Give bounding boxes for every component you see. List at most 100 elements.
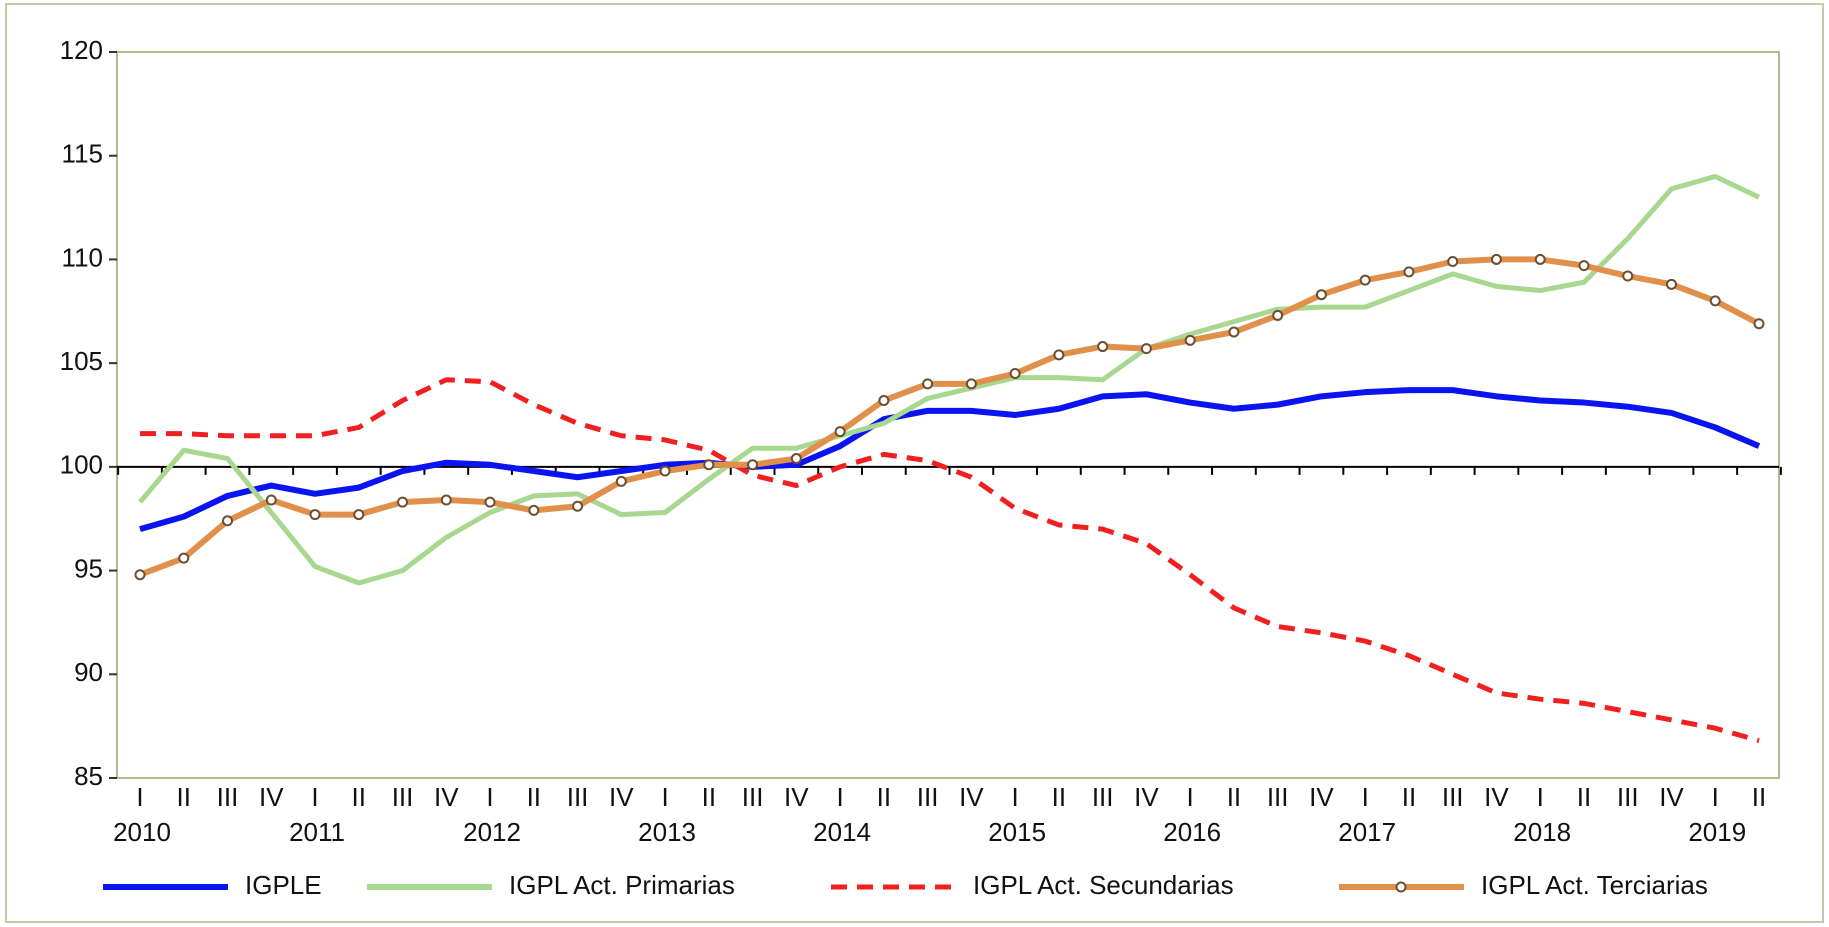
x-tick-label: II (527, 782, 541, 812)
series-marker (222, 515, 234, 527)
series-marker (1447, 256, 1459, 268)
series-marker (922, 378, 934, 390)
x-tick-label: II (1227, 782, 1241, 812)
year-label: 2013 (638, 817, 696, 847)
x-tick-label: III (1617, 782, 1639, 812)
x-tick-label: III (392, 782, 414, 812)
x-tick-label: I (1012, 782, 1019, 812)
series-marker (1534, 253, 1546, 265)
y-tick-label: 100 (60, 450, 103, 480)
series-marker (440, 494, 452, 506)
x-tick-label: I (1712, 782, 1719, 812)
series-marker (1578, 260, 1590, 272)
series-marker (878, 394, 890, 406)
x-tick-label: IV (434, 782, 459, 812)
series-line (139, 387, 1761, 532)
x-tick-label: III (917, 782, 939, 812)
x-tick-label: II (702, 782, 716, 812)
series-marker (265, 494, 277, 506)
x-tick-label: I (1362, 782, 1369, 812)
x-tick-label: II (1577, 782, 1591, 812)
legend-marker (1395, 881, 1407, 893)
y-tick-label: 105 (60, 346, 103, 376)
series-marker (484, 496, 496, 508)
year-label: 2016 (1163, 817, 1221, 847)
x-tick-label: IV (259, 782, 284, 812)
series-marker (1184, 334, 1196, 346)
series-marker (528, 504, 540, 516)
x-tick-label: IV (784, 782, 809, 812)
x-tick-label: IV (1134, 782, 1159, 812)
y-tick-label: 120 (60, 35, 103, 65)
x-tick-label: II (877, 782, 891, 812)
year-label: 2017 (1338, 817, 1396, 847)
y-tick-label: 95 (74, 553, 103, 583)
year-label: 2012 (463, 817, 521, 847)
series-marker (1009, 368, 1021, 380)
x-tick-label: IV (609, 782, 634, 812)
series-marker (134, 569, 146, 581)
series-marker (1228, 326, 1240, 338)
x-tick-label: IV (1309, 782, 1334, 812)
x-tick-label: III (217, 782, 239, 812)
frame (5, 3, 1824, 923)
series-marker (353, 509, 365, 521)
year-label: 2014 (813, 817, 871, 847)
x-tick-label: I (1537, 782, 1544, 812)
legend-label: IGPL Act. Terciarias (1481, 870, 1708, 900)
x-tick-label: II (177, 782, 191, 812)
series-marker (1272, 309, 1284, 321)
x-tick-label: III (1442, 782, 1464, 812)
series-marker (834, 426, 846, 438)
x-tick-label: III (742, 782, 764, 812)
series-marker (703, 459, 715, 471)
series-marker (1622, 270, 1634, 282)
x-tick-label: III (567, 782, 589, 812)
y-tick-label: 110 (62, 242, 103, 272)
x-tick-label: I (136, 782, 143, 812)
series-marker (1359, 274, 1371, 286)
x-tick-label: II (1752, 782, 1766, 812)
series-marker (309, 509, 321, 521)
x-tick-label: IV (1484, 782, 1509, 812)
y-tick-label: 90 (74, 657, 103, 687)
year-label: 2018 (1513, 817, 1571, 847)
y-tick-label: 85 (74, 761, 103, 791)
series-marker (1315, 289, 1327, 301)
series-marker (1709, 295, 1721, 307)
series-line (140, 377, 1760, 744)
series-marker (965, 378, 977, 390)
year-label: 2010 (113, 817, 171, 847)
series-marker (1097, 341, 1109, 353)
legend-label: IGPL Act. Primarias (509, 870, 735, 900)
series-marker (1403, 266, 1415, 278)
x-tick-label: II (1402, 782, 1416, 812)
x-tick-label: I (661, 782, 668, 812)
x-tick-label: III (1267, 782, 1289, 812)
legend-label: IGPL Act. Secundarias (973, 870, 1234, 900)
series-marker (747, 459, 759, 471)
series-line (138, 173, 1761, 586)
series-marker (1753, 318, 1765, 330)
series-marker (659, 465, 671, 477)
x-tick-label: III (1092, 782, 1114, 812)
series-marker (615, 475, 627, 487)
series-marker (178, 552, 190, 564)
x-tick-label: I (311, 782, 318, 812)
series-marker (397, 496, 409, 508)
x-tick-label: I (836, 782, 843, 812)
year-label: 2019 (1688, 817, 1746, 847)
series-marker (572, 500, 584, 512)
legend-label: IGPLE (245, 870, 322, 900)
x-tick-label: II (1052, 782, 1066, 812)
year-label: 2015 (988, 817, 1046, 847)
series-marker (1140, 343, 1152, 355)
series-marker (1490, 253, 1502, 265)
series-line (138, 256, 1761, 578)
year-label: 2011 (289, 817, 345, 847)
x-tick-label: I (486, 782, 493, 812)
series-marker (1665, 278, 1677, 290)
y-tick-label: 115 (62, 139, 103, 169)
x-tick-label: IV (959, 782, 984, 812)
